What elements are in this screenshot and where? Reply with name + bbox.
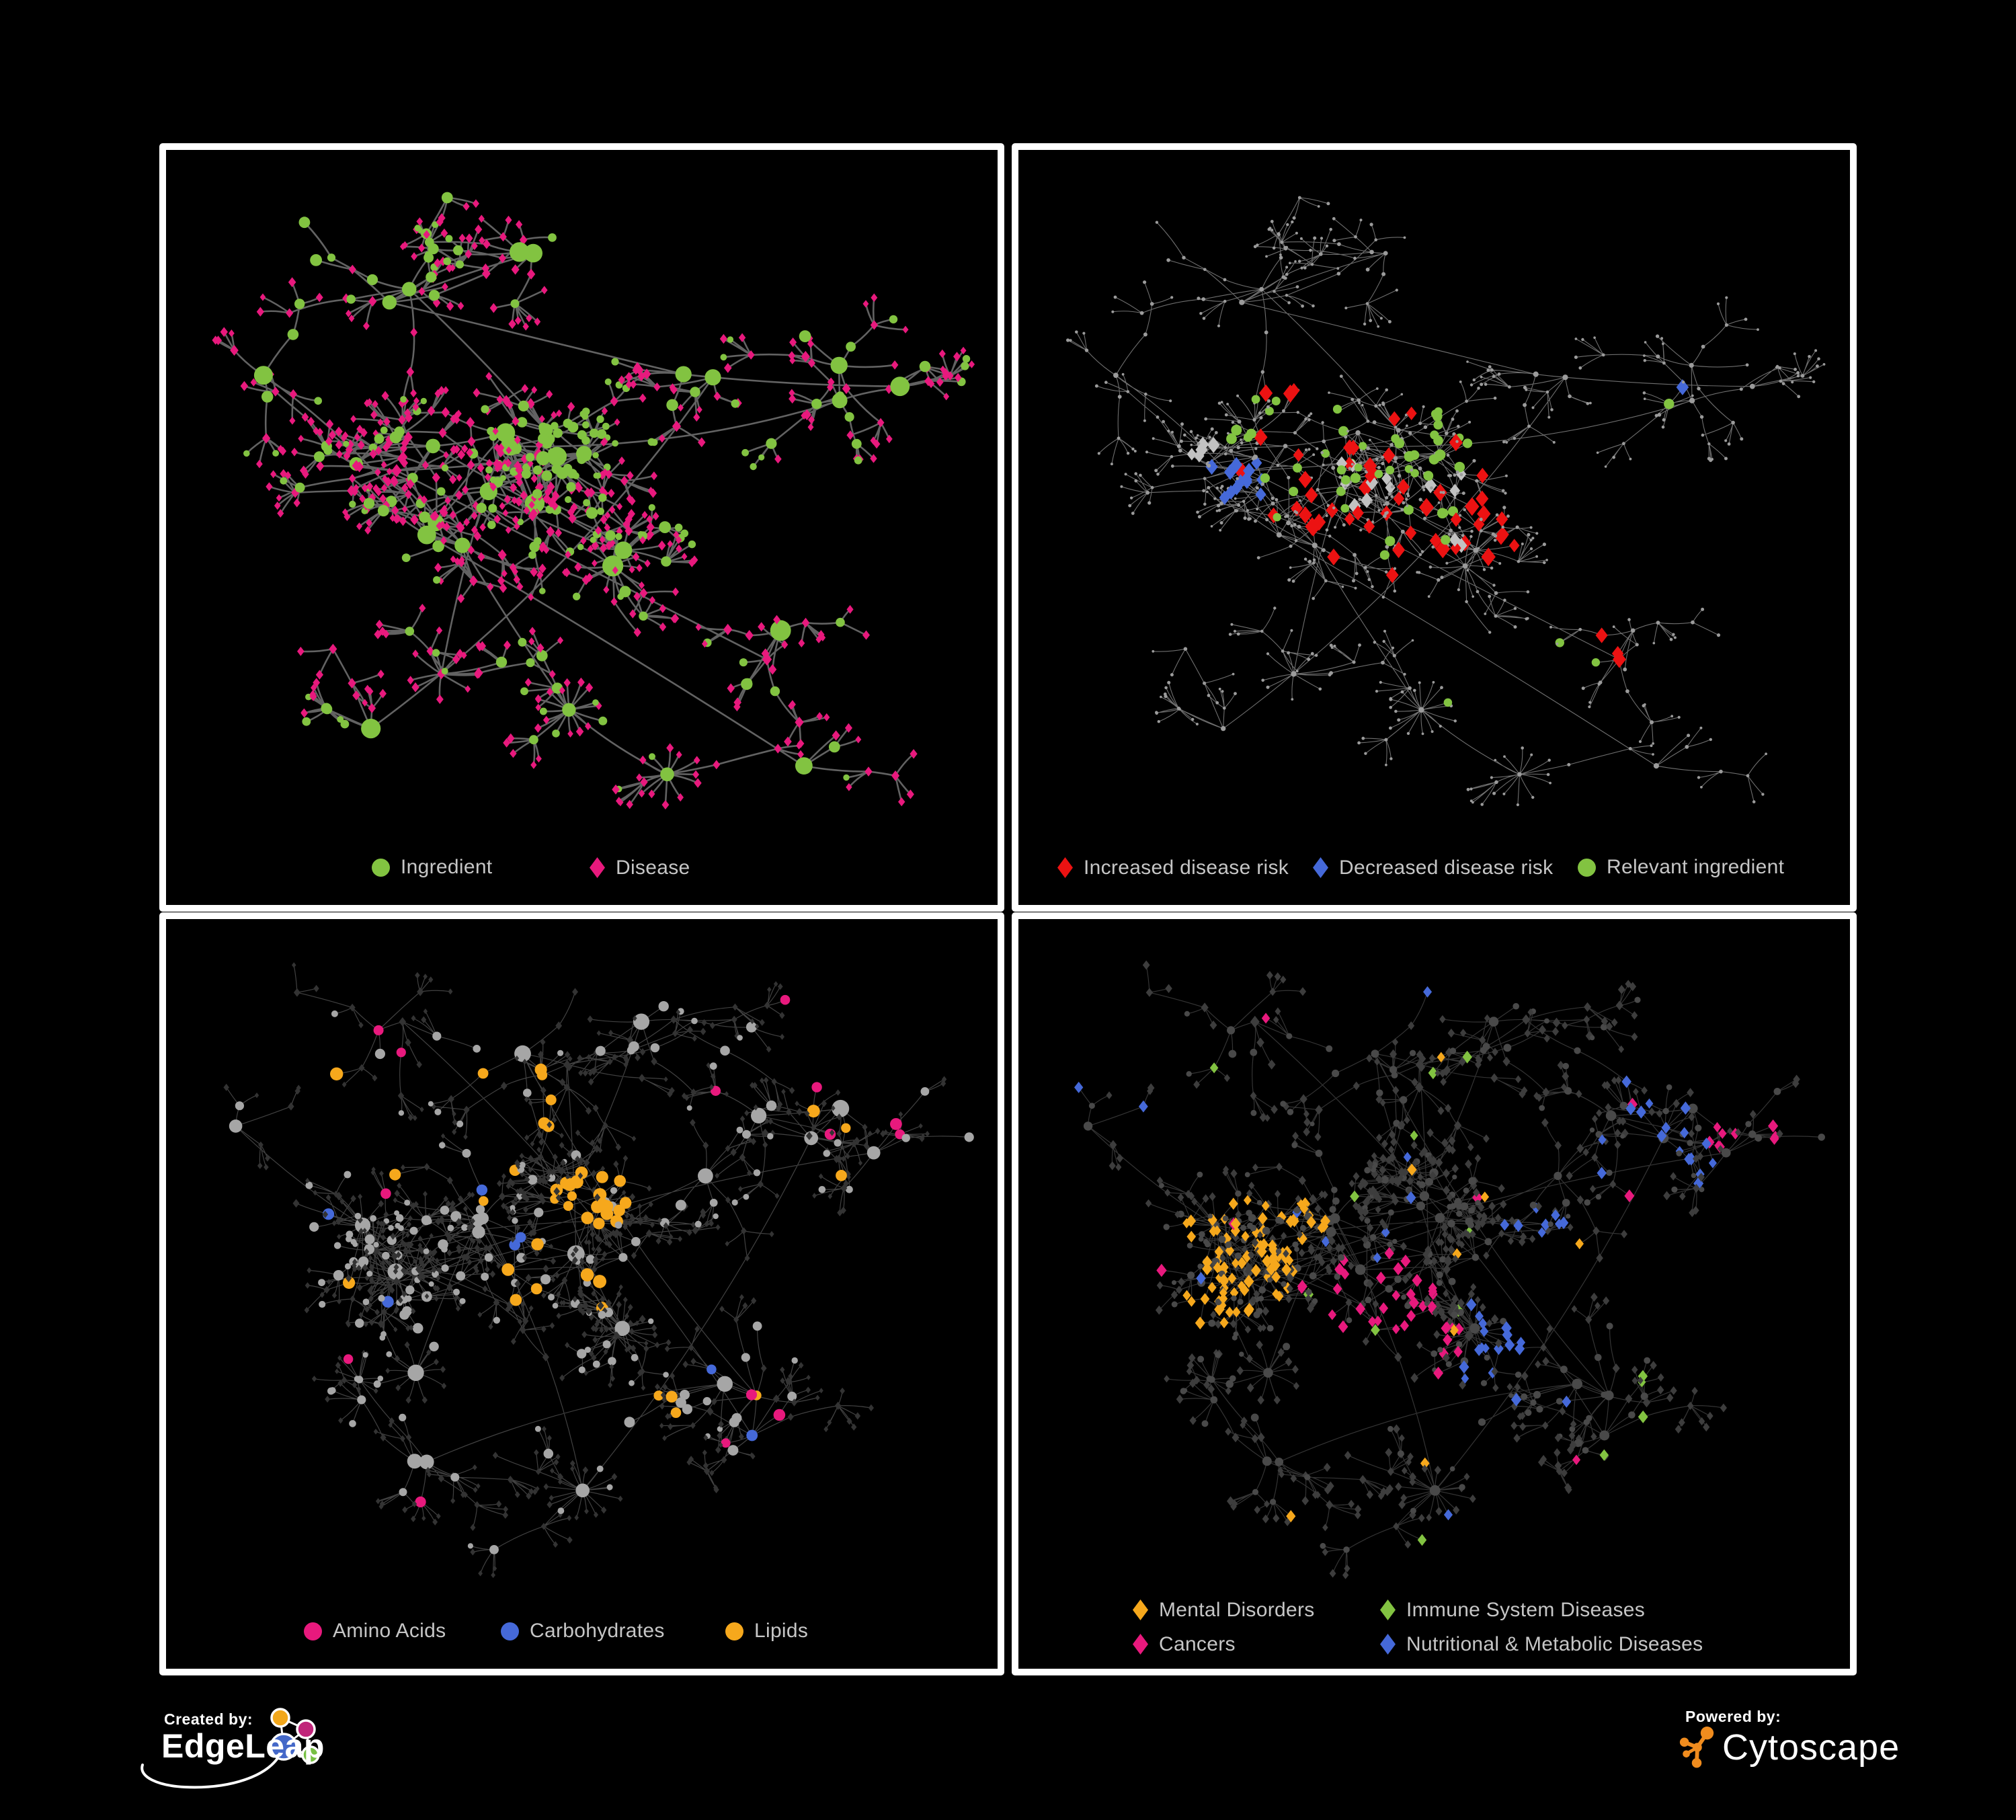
ingredient-circle-icon bbox=[372, 858, 390, 877]
legend-label: Decreased disease risk bbox=[1339, 856, 1554, 879]
legend-item-ingredient: Ingredient bbox=[372, 857, 492, 877]
powered-by-label: Powered by: bbox=[1685, 1708, 1781, 1725]
legend-item-carbohydrates: Carbohydrates bbox=[501, 1621, 665, 1641]
network-graph-ingredient-disease bbox=[212, 192, 975, 809]
legend-item-amino-acids: Amino Acids bbox=[304, 1621, 446, 1641]
legend-item-increased-risk: Increased disease risk bbox=[1057, 857, 1289, 878]
immune-diseases-diamond-icon bbox=[1380, 1599, 1396, 1620]
network-graph-disease-classes bbox=[1074, 960, 1825, 1579]
legend-label: Increased disease risk bbox=[1084, 856, 1289, 879]
increased-risk-diamond-icon bbox=[1057, 857, 1073, 878]
legend-item-nutritional-metabolic-diseases: Nutritional & Metabolic Diseases bbox=[1380, 1634, 1703, 1655]
legend-label: Amino Acids bbox=[333, 1620, 446, 1642]
edgeleap-brand: EdgeLeap bbox=[161, 1727, 325, 1765]
cytoscape-logo-icon bbox=[1679, 1727, 1714, 1768]
panel-nutrient-classes: Amino Acids Carbohydrates Lipids bbox=[159, 912, 1004, 1675]
legend-item-decreased-risk: Decreased disease risk bbox=[1313, 857, 1553, 878]
mental-disorders-diamond-icon bbox=[1133, 1599, 1148, 1620]
legend-label: Disease bbox=[616, 856, 690, 879]
legend-label: Ingredient bbox=[401, 856, 493, 878]
carbohydrates-circle-icon bbox=[501, 1622, 519, 1640]
legend-label: Relevant ingredient bbox=[1607, 856, 1785, 878]
legend-label: Lipids bbox=[754, 1620, 809, 1642]
nutritional-metabolic-diamond-icon bbox=[1380, 1634, 1396, 1655]
legend-label: Mental Disorders bbox=[1159, 1598, 1315, 1621]
legend-item-relevant-ingredient: Relevant ingredient bbox=[1578, 857, 1784, 877]
legend-item-mental-disorders: Mental Disorders bbox=[1133, 1599, 1315, 1620]
legend-item-immune-system-diseases: Immune System Diseases bbox=[1380, 1599, 1645, 1620]
legend-item-lipids: Lipids bbox=[725, 1621, 808, 1641]
panel-ingredient-disease: Ingredient Disease bbox=[159, 143, 1004, 912]
network-graph-nutrient-classes bbox=[223, 962, 974, 1579]
panel-disease-classes: Mental Disorders Immune System Diseases … bbox=[1012, 912, 1857, 1675]
network-graph-disease-risk bbox=[1066, 196, 1826, 807]
cancers-diamond-icon bbox=[1133, 1634, 1148, 1655]
lipids-circle-icon bbox=[725, 1622, 743, 1640]
amino-acids-circle-icon bbox=[304, 1622, 322, 1640]
legend-label: Immune System Diseases bbox=[1406, 1598, 1646, 1621]
panel-disease-risk: Increased disease risk Decreased disease… bbox=[1012, 143, 1857, 912]
legend-label: Nutritional & Metabolic Diseases bbox=[1406, 1632, 1703, 1655]
legend-label: Cancers bbox=[1159, 1632, 1236, 1655]
legend-item-cancers: Cancers bbox=[1133, 1634, 1236, 1655]
edgeleap-logo-icon bbox=[140, 1708, 320, 1789]
cytoscape-brand: Cytoscape bbox=[1722, 1727, 1900, 1768]
legend-item-disease: Disease bbox=[590, 857, 690, 878]
disease-diamond-icon bbox=[590, 857, 605, 878]
legend-label: Carbohydrates bbox=[530, 1620, 665, 1642]
decreased-risk-diamond-icon bbox=[1313, 857, 1328, 878]
created-by-label: Created by: bbox=[164, 1710, 253, 1728]
relevant-ingredient-circle-icon bbox=[1578, 858, 1596, 877]
